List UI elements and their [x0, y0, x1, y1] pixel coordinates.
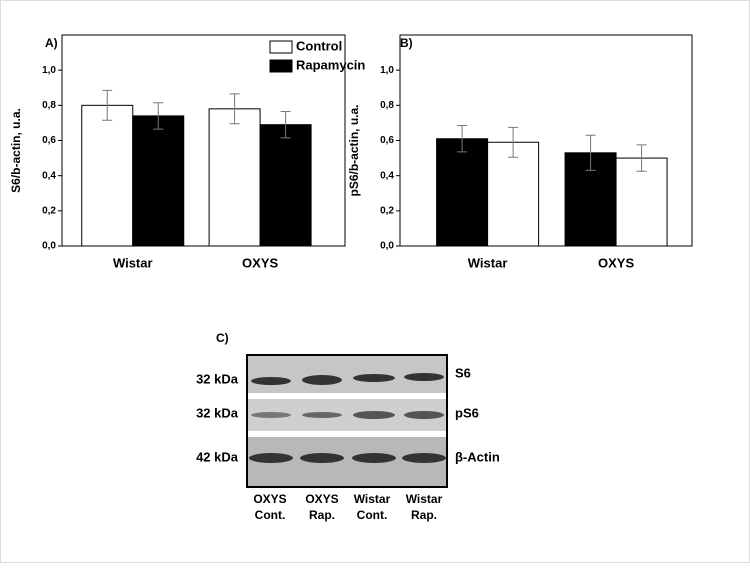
bar	[81, 104, 134, 247]
error-bar	[636, 144, 647, 172]
lane-label: Wistar	[354, 492, 391, 506]
y-tick-label: 0,0	[380, 241, 394, 252]
lane-label: Cont.	[255, 508, 286, 522]
y-tick-label: 0,8	[380, 100, 394, 111]
bar	[208, 108, 261, 247]
protein-label: pS6	[455, 405, 479, 420]
y-tick-label: 0,2	[42, 205, 56, 216]
lane-label: OXYS	[253, 492, 286, 506]
error-bar	[457, 125, 468, 153]
y-tick-label: 0,6	[380, 135, 394, 146]
y-axis-label: pS6/b-actin, u.a.	[347, 104, 361, 196]
molecular-weight: 32 kDa	[196, 371, 239, 386]
panel-label: C)	[216, 331, 229, 345]
legend-swatch	[269, 40, 293, 54]
bar	[487, 141, 540, 247]
legend-swatch	[269, 59, 293, 73]
error-bar	[102, 89, 113, 121]
protein-label: β-Actin	[455, 449, 500, 464]
legend-label: Control	[296, 38, 342, 53]
y-tick-label: 0,0	[42, 241, 56, 252]
lane-label: Wistar	[406, 492, 443, 506]
x-tick-label: Wistar	[113, 255, 153, 270]
error-bar	[153, 102, 164, 130]
plot-frame	[61, 34, 346, 247]
blot-image	[246, 354, 448, 488]
error-bar	[585, 134, 596, 171]
lane-label: Cont.	[357, 508, 388, 522]
error-bar	[280, 110, 291, 139]
panel-label: A)	[45, 36, 58, 50]
error-bar	[229, 93, 240, 125]
y-tick-label: 0,6	[42, 135, 56, 146]
protein-label: S6	[455, 365, 471, 380]
molecular-weight: 42 kDa	[196, 449, 239, 464]
x-tick-label: OXYS	[242, 255, 278, 270]
legend-label: Rapamycin	[296, 57, 365, 72]
plot-frame	[399, 34, 693, 247]
panel-label: B)	[400, 36, 413, 50]
y-tick-label: 0,4	[380, 170, 394, 181]
y-tick-label: 1,0	[42, 65, 56, 76]
y-tick-label: 1,0	[380, 65, 394, 76]
y-tick-label: 0,2	[380, 205, 394, 216]
x-tick-label: OXYS	[598, 255, 634, 270]
x-tick-label: Wistar	[468, 255, 508, 270]
bar	[259, 124, 312, 247]
bar	[436, 138, 489, 247]
error-bar	[508, 126, 519, 158]
lane-label: Rap.	[411, 508, 437, 522]
y-tick-label: 0,4	[42, 170, 56, 181]
lane-label: Rap.	[309, 508, 335, 522]
lane-label: OXYS	[305, 492, 338, 506]
molecular-weight: 32 kDa	[196, 405, 239, 420]
bar	[132, 115, 185, 247]
y-axis-label: S6/b-actin, u.a.	[9, 108, 23, 193]
y-tick-label: 0,8	[42, 100, 56, 111]
